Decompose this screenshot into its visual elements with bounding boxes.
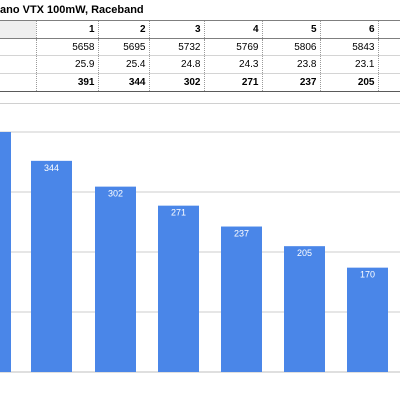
table-row: 25.9 25.4 24.8 24.3 23.8 23.1 — [0, 55, 400, 75]
sheet-title[interactable]: ano VTX 100mW, Raceband — [0, 0, 400, 22]
chart-data-label: 344 — [44, 163, 59, 173]
chart-data-label: 205 — [297, 248, 312, 258]
table-cell[interactable]: 24.3 — [204, 55, 263, 75]
chart-data-label: 271 — [171, 208, 186, 218]
chart-bar[interactable] — [221, 226, 262, 372]
bar-chart[interactable]: 344 302 271 237 205 170 — [0, 104, 400, 400]
table-row: 391 344 302 271 237 205 — [0, 73, 400, 92]
header-cell[interactable]: 5 — [262, 20, 321, 39]
table-cell[interactable] — [378, 38, 400, 57]
header-cell[interactable]: 3 — [149, 20, 205, 39]
header-cell[interactable]: 1 — [36, 20, 99, 39]
table-cell[interactable]: 5806 — [262, 38, 321, 57]
chart-data-label: 237 — [234, 229, 249, 239]
header-cell[interactable]: 6 — [320, 20, 379, 39]
table-cell[interactable] — [0, 55, 37, 75]
table-cell[interactable]: 5769 — [204, 38, 263, 57]
sheet-chart-divider — [0, 103, 400, 104]
spreadsheet-table: ano VTX 100mW, Raceband 1 2 3 4 5 6 5658… — [0, 0, 400, 92]
table-cell[interactable]: 23.8 — [262, 55, 321, 75]
chart-bar[interactable] — [0, 132, 11, 372]
table-cell[interactable] — [378, 73, 400, 92]
table-cell[interactable]: 5658 — [36, 38, 99, 57]
table-cell[interactable]: 302 — [149, 73, 205, 92]
chart-bar[interactable] — [95, 186, 136, 372]
table-cell[interactable]: 205 — [320, 73, 379, 92]
chart-data-label: 302 — [108, 189, 123, 199]
table-cell[interactable]: 5843 — [320, 38, 379, 57]
table-cell[interactable] — [0, 73, 37, 92]
header-cell[interactable]: 2 — [98, 20, 150, 39]
table-cell[interactable]: 23.1 — [320, 55, 379, 75]
table-cell[interactable] — [378, 55, 400, 75]
table-cell[interactable]: 344 — [98, 73, 150, 92]
table-cell[interactable]: 5695 — [98, 38, 150, 57]
chart-bar[interactable] — [284, 246, 325, 372]
table-cell[interactable] — [0, 38, 37, 57]
chart-bar[interactable] — [158, 205, 199, 372]
chart-data-label: 170 — [360, 270, 375, 280]
chart-data-labels: 344 302 271 237 205 170 — [44, 163, 375, 280]
table-cell[interactable]: 271 — [204, 73, 263, 92]
table-cell[interactable]: 5732 — [149, 38, 205, 57]
table-cell[interactable]: 25.4 — [98, 55, 150, 75]
header-row: 1 2 3 4 5 6 — [0, 20, 400, 39]
table-cell[interactable]: 25.9 — [36, 55, 99, 75]
table-cell[interactable]: 237 — [262, 73, 321, 92]
chart-bar[interactable] — [347, 267, 388, 372]
header-cell[interactable]: 4 — [204, 20, 263, 39]
header-cell[interactable] — [0, 20, 37, 39]
table-cell[interactable]: 391 — [36, 73, 99, 92]
header-cell[interactable] — [378, 20, 400, 39]
chart-bars — [0, 132, 388, 372]
table-row: 5658 5695 5732 5769 5806 5843 — [0, 38, 400, 57]
table-cell[interactable]: 24.8 — [149, 55, 205, 75]
chart-bar[interactable] — [31, 160, 72, 372]
